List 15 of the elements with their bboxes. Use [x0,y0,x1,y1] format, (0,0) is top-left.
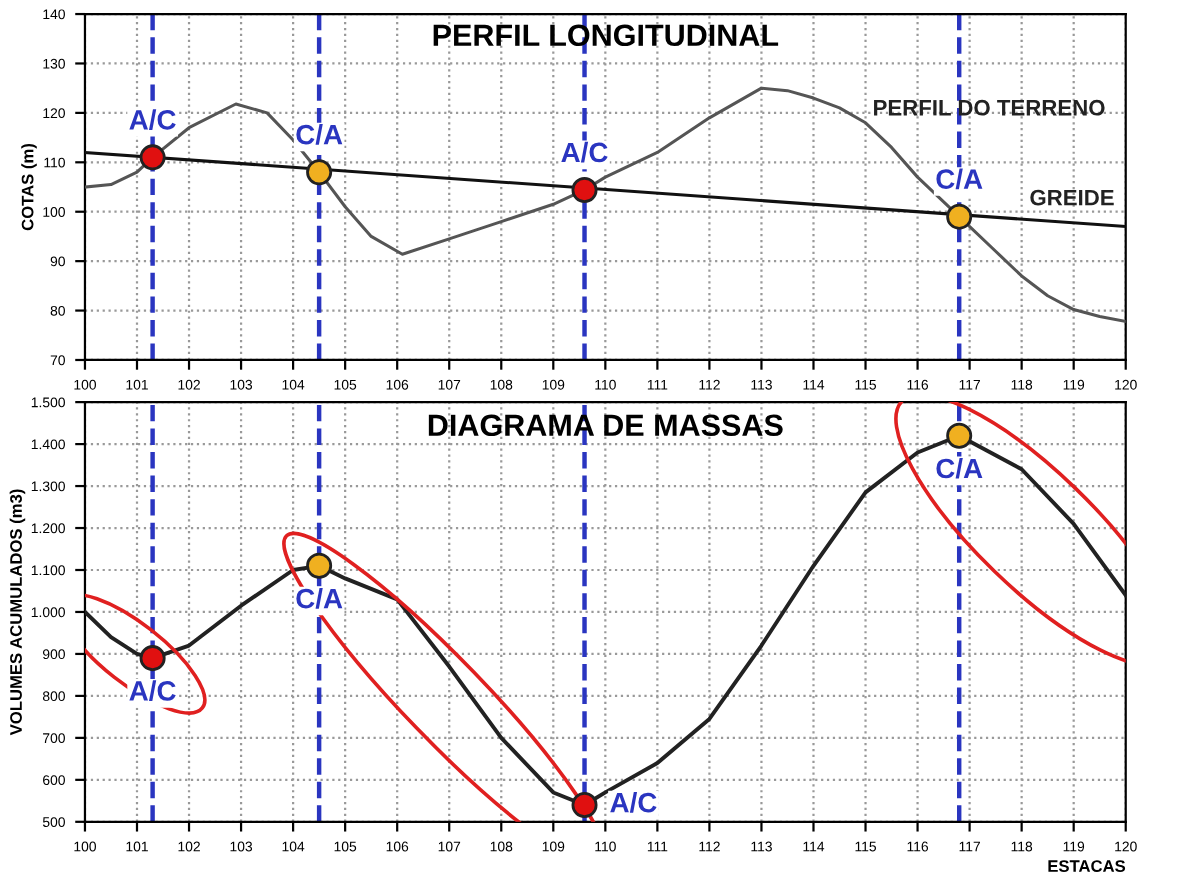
annotation: A/C [129,680,176,702]
y-axis-title: COTAS (m) [21,144,37,231]
series-label: PERFIL DO TERRENO [874,99,1105,116]
annotation: A/C [129,109,176,130]
annotation: C/A [936,457,983,479]
annotation: C/A [296,124,343,145]
chart-title: PERFIL LONGITUDINAL [433,24,779,47]
annotation: C/A [296,588,343,609]
annotation: C/A [936,168,983,190]
chart-title: DIAGRAMA DE MASSAS [428,414,783,437]
y-axis-title: VOLUMES ACUMULADOS (m3) [9,489,26,736]
annotation: A/C [561,141,608,163]
x-axis-title: ESTACAS [1048,860,1126,872]
series-label: GREIDE [1030,189,1114,206]
annotation: A/C [610,792,657,813]
